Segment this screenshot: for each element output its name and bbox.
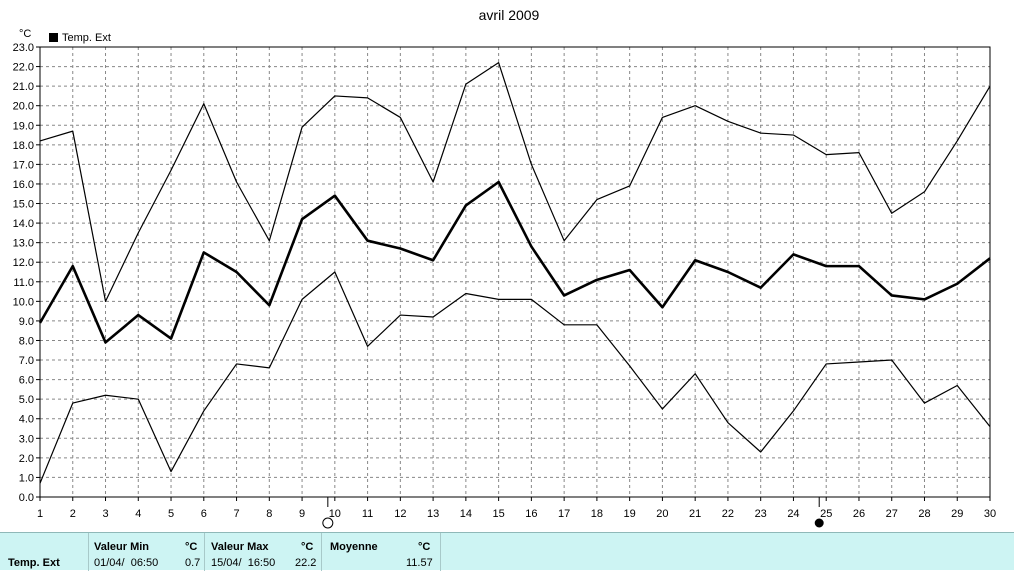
y-tick-label: 17.0 xyxy=(13,159,34,171)
series-line-mean xyxy=(38,180,991,344)
y-tick-label: 5.0 xyxy=(19,394,34,406)
grid xyxy=(40,47,990,497)
y-axis-unit: °C xyxy=(19,28,31,40)
x-tick-label: 28 xyxy=(918,508,930,520)
x-tick-label: 27 xyxy=(886,508,898,520)
y-tick-label: 23.0 xyxy=(13,42,34,54)
x-tick-label: 7 xyxy=(233,508,239,520)
x-tick-label: 15 xyxy=(492,508,504,520)
y-tick-label: 15.0 xyxy=(13,199,34,211)
stats-series-label: Temp. Ext xyxy=(8,557,60,569)
x-tick-label: 16 xyxy=(525,508,537,520)
y-tick-label: 9.0 xyxy=(19,316,34,328)
y-tick-label: 12.0 xyxy=(13,257,34,269)
x-axis-ticks: 1 2 3 4 5 6 7 8 9 10 11 12 13 14 15 16 17 18 19 20 21 22 23 24 2… xyxy=(37,497,996,520)
y-tick-label: 21.0 xyxy=(13,81,34,93)
y-tick-label: 16.0 xyxy=(13,179,34,191)
x-tick-label: 22 xyxy=(722,508,734,520)
max-label: Valeur Max xyxy=(211,541,269,553)
x-tick-label: 5 xyxy=(168,508,174,520)
y-tick-label: 13.0 xyxy=(13,238,34,250)
x-tick-label: 4 xyxy=(135,508,141,520)
x-tick-label: 19 xyxy=(624,508,636,520)
y-tick-label: 18.0 xyxy=(13,140,34,152)
y-tick-label: 10.0 xyxy=(13,296,34,308)
y-tick-label: 19.0 xyxy=(13,120,34,132)
x-tick-label: 23 xyxy=(755,508,767,520)
y-tick-label: 0.0 xyxy=(19,492,34,504)
x-tick-label: 11 xyxy=(362,508,373,520)
full-moon-icon xyxy=(322,517,334,529)
x-tick-label: 6 xyxy=(201,508,207,520)
x-tick-label: 20 xyxy=(656,508,668,520)
statistics-panel: Temp. Ext Valeur Min °C 01/04/ 06:50 0.7… xyxy=(0,532,1014,571)
max-unit: °C xyxy=(301,541,314,553)
plot-frame xyxy=(39,46,991,498)
x-tick-label: 2 xyxy=(70,508,76,520)
y-tick-label: 6.0 xyxy=(19,375,34,387)
min-value: 0.7 xyxy=(185,557,201,569)
x-tick-label: 10 xyxy=(329,508,341,520)
mean-value: 11.57 xyxy=(406,557,433,569)
min-label: Valeur Min xyxy=(94,541,150,553)
max-value: 22.2 xyxy=(295,557,317,569)
y-tick-label: 14.0 xyxy=(13,218,34,230)
min-unit: °C xyxy=(185,541,198,553)
y-tick-label: 8.0 xyxy=(19,335,34,347)
moon-phase-markers xyxy=(322,497,824,529)
legend-label: Temp. Ext xyxy=(62,32,111,44)
stats-mean-cell: Moyenne °C 11.57 xyxy=(322,533,441,571)
x-tick-label: 8 xyxy=(266,508,272,520)
x-tick-label: 1 xyxy=(37,508,43,520)
y-tick-label: 2.0 xyxy=(19,453,34,465)
series-line-min xyxy=(39,271,991,484)
mean-unit: °C xyxy=(418,541,431,553)
chart-title: avril 2009 xyxy=(479,7,540,23)
x-tick-label: 26 xyxy=(853,508,865,520)
y-tick-label: 4.0 xyxy=(19,414,34,426)
x-tick-label: 30 xyxy=(984,508,996,520)
y-tick-label: 20.0 xyxy=(13,101,34,113)
x-tick-label: 17 xyxy=(558,508,570,520)
max-date: 15/04/ 16:50 xyxy=(211,557,276,569)
x-tick-label: 25 xyxy=(820,508,832,520)
x-tick-label: 21 xyxy=(689,508,701,520)
new-moon-icon xyxy=(814,518,824,528)
stats-min-cell: Valeur Min °C 01/04/ 06:50 0.7 xyxy=(89,533,205,571)
series-lines xyxy=(38,62,991,484)
stats-max-cell: Valeur Max °C 15/04/ 16:50 22.2 xyxy=(205,533,322,571)
x-tick-label: 18 xyxy=(591,508,603,520)
x-tick-label: 14 xyxy=(460,508,472,520)
x-tick-label: 3 xyxy=(102,508,108,520)
x-tick-label: 13 xyxy=(427,508,439,520)
y-tick-label: 1.0 xyxy=(19,472,34,484)
x-tick-label: 9 xyxy=(299,508,305,520)
min-date: 01/04/ 06:50 xyxy=(94,557,159,569)
mean-label: Moyenne xyxy=(330,541,378,553)
y-axis-ticks: 0.0 1.0 2.0 3.0 4.0 5.0 6.0 7.0 8.0 9.0 10.0 11.0 12… xyxy=(13,42,40,504)
x-tick-label: 24 xyxy=(787,508,799,520)
y-tick-label: 7.0 xyxy=(19,355,34,367)
y-tick-label: 22.0 xyxy=(13,62,34,74)
y-tick-label: 11.0 xyxy=(13,277,34,289)
x-tick-label: 12 xyxy=(394,508,406,520)
x-tick-label: 29 xyxy=(951,508,963,520)
legend-swatch xyxy=(49,33,58,42)
series-line-max xyxy=(39,62,991,302)
stats-series-cell: Temp. Ext xyxy=(0,533,89,571)
y-tick-label: 3.0 xyxy=(19,433,34,445)
temperature-chart: avril 2009 °C Temp. Ext 0.0 1.0 2.0 3.0 4.0 5… xyxy=(13,7,996,529)
